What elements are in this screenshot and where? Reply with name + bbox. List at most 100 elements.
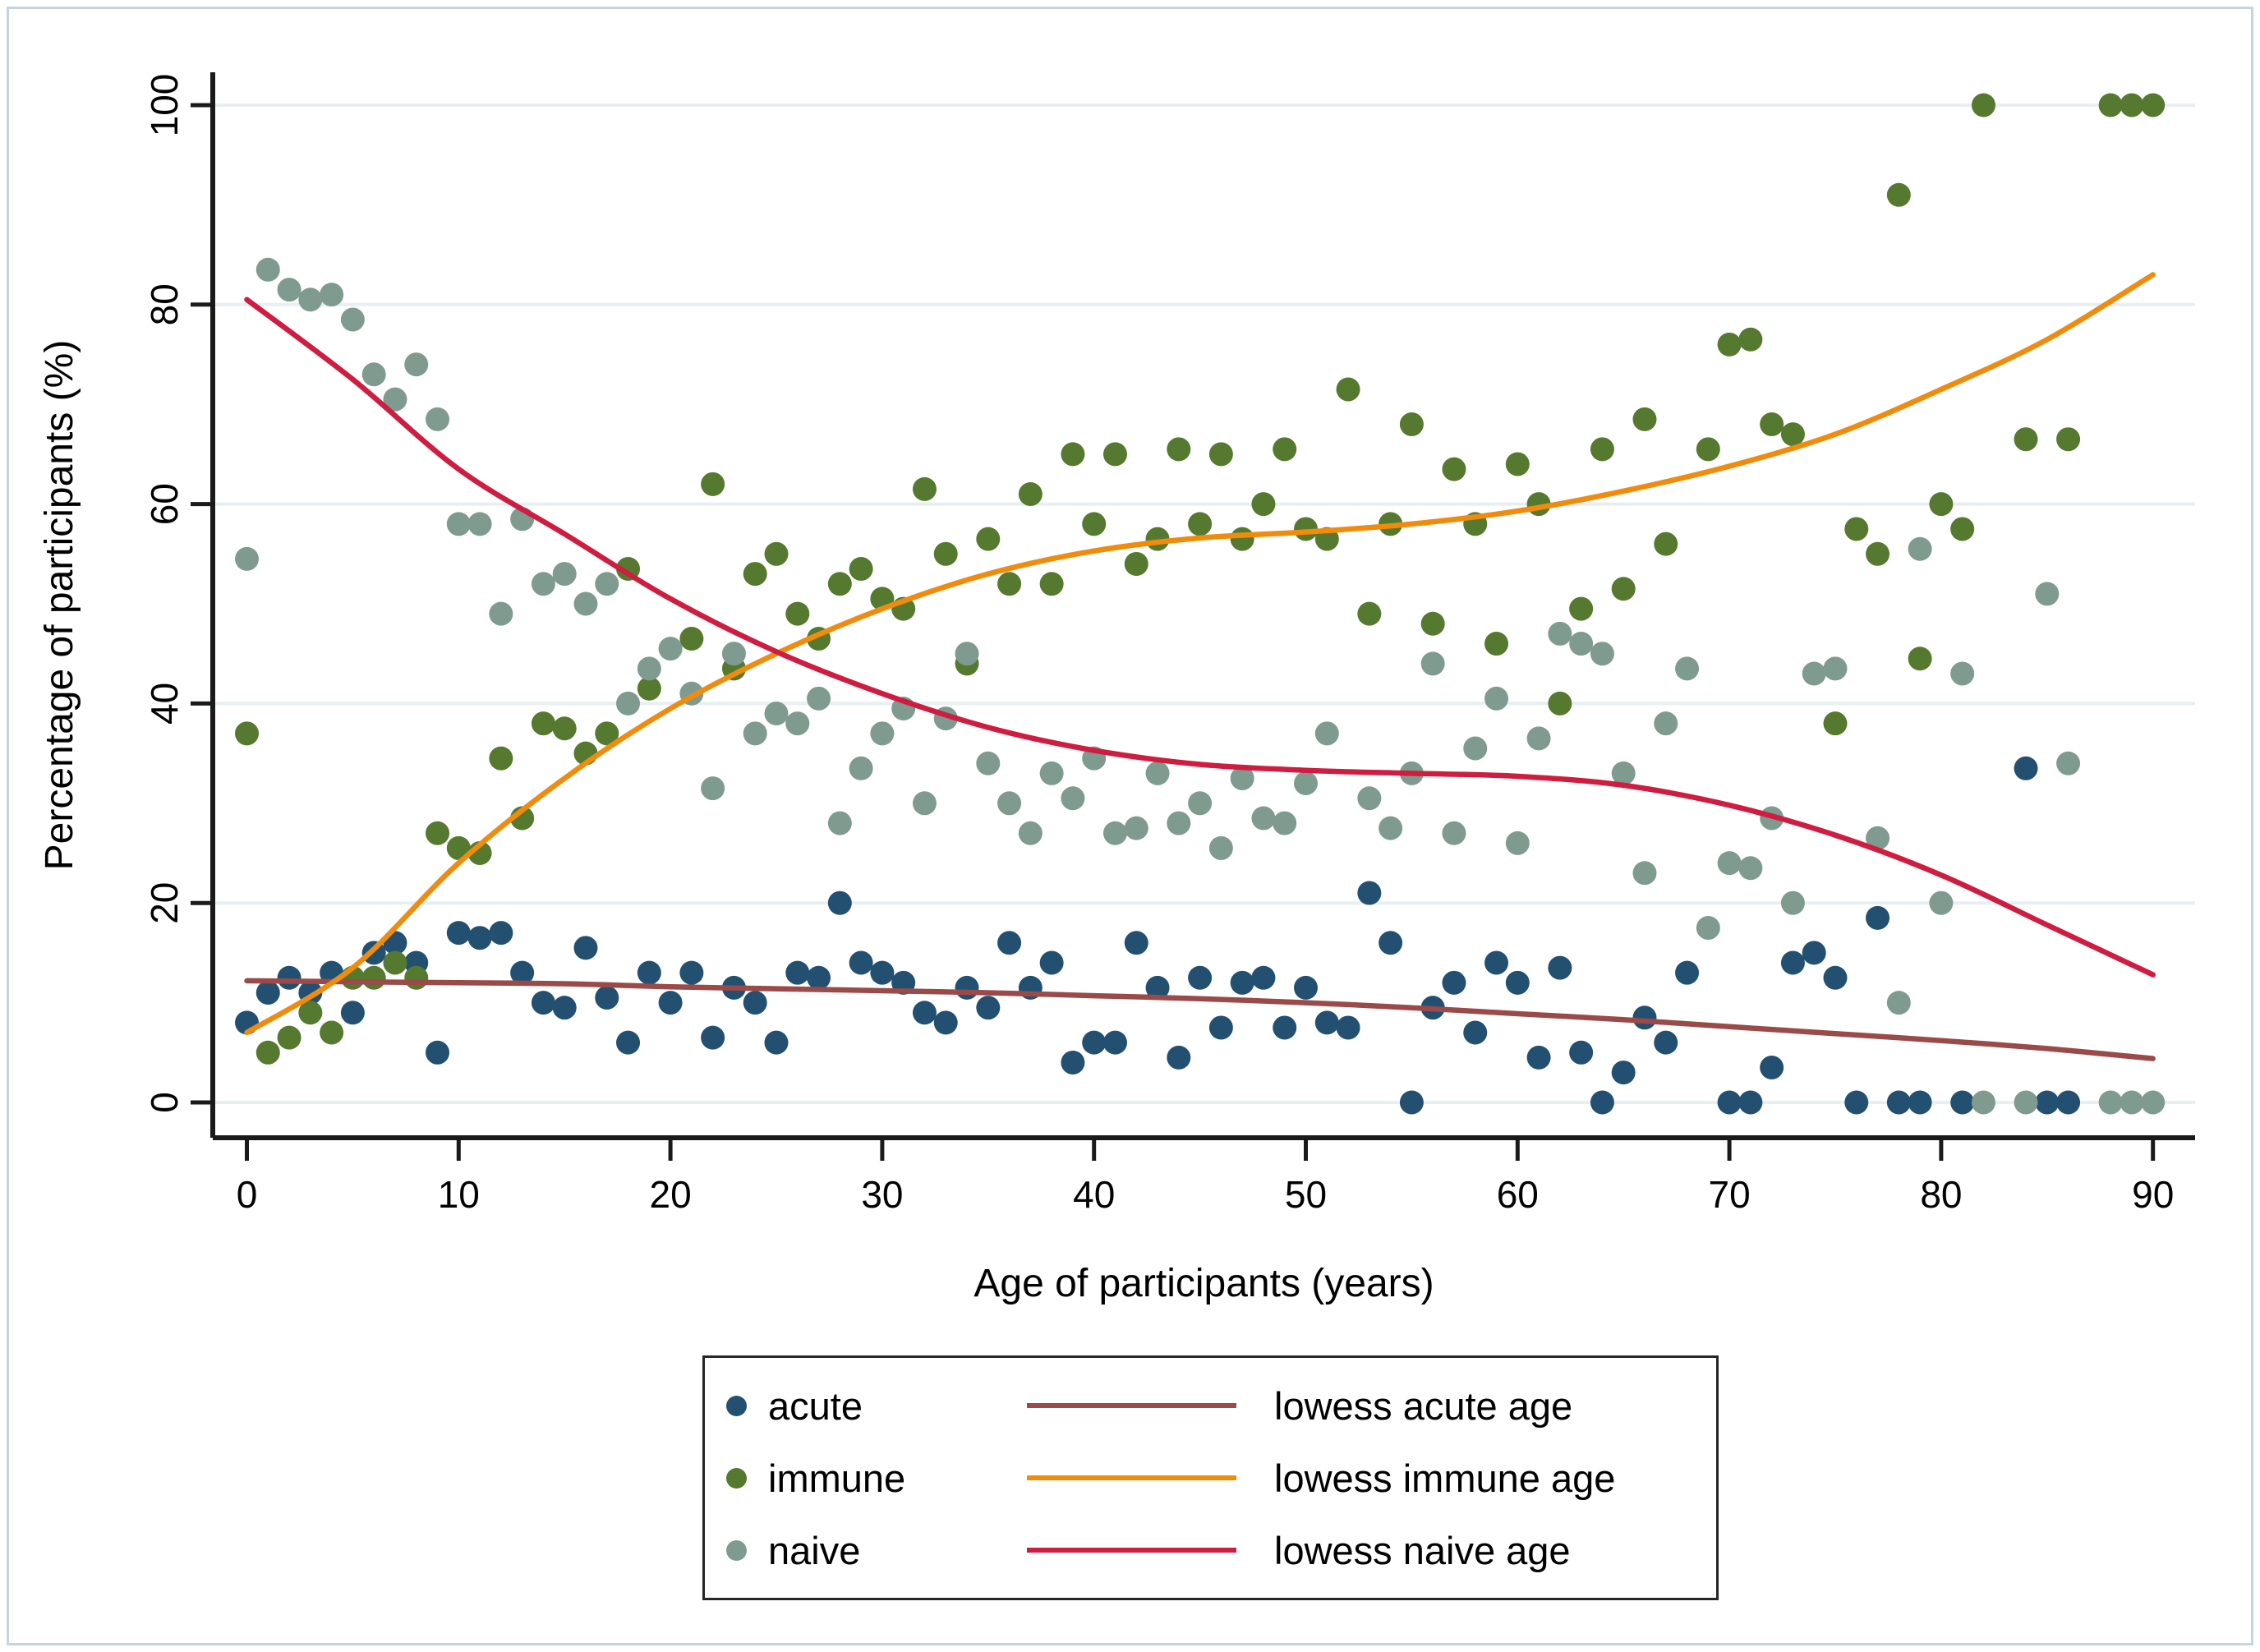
scatter-dot-acute (1611, 1061, 1636, 1085)
lowess-immune-age-line (244, 272, 2156, 1036)
scatter-dot-naive (785, 711, 810, 736)
x-tick-label: 70 (1709, 1173, 1751, 1216)
scatter-dot-naive (1463, 736, 1488, 761)
scatter-dot-acute (340, 1001, 365, 1025)
lowess-naive-age-line (244, 297, 2156, 978)
y-tick-label: 80 (143, 283, 186, 325)
scatter-dot-acute (595, 986, 619, 1010)
legend-label-lowess-immune: lowess immune age (1274, 1456, 1616, 1500)
scatter-dot-immune (1780, 422, 1805, 447)
scatter-dot-acute (2014, 756, 2038, 780)
scatter-dot-naive (573, 591, 598, 616)
scatter-dot-immune (1886, 182, 1911, 207)
scatter-dot-acute (849, 950, 873, 975)
scatter-dot-acute (1590, 1090, 1614, 1115)
scatter-dot-naive (1802, 661, 1826, 686)
scatter-dot-acute (1760, 1056, 1784, 1080)
y-tick-label: 20 (143, 882, 186, 924)
scatter-dot-acute (2035, 1090, 2060, 1115)
scatter-dot-naive (1696, 916, 1720, 941)
scatter-dot-naive (743, 721, 767, 746)
scatter-dot-immune (426, 821, 450, 845)
scatter-dot-naive (1526, 726, 1551, 751)
scatter-dot-naive (255, 257, 280, 282)
scatter-dot-acute (1717, 1090, 1742, 1115)
scatter-dot-immune (1208, 442, 1233, 467)
scatter-dot-naive (1569, 632, 1594, 656)
scatter-dot-naive (849, 756, 873, 780)
scatter-dot-immune (1336, 377, 1360, 402)
scatter-dot-naive (1950, 661, 1975, 686)
scatter-dot-naive (595, 572, 619, 596)
scatter-dot-acute (1950, 1090, 1975, 1115)
scatter-dot-acute (1294, 975, 1318, 1000)
scatter-dot-immune (997, 572, 1022, 596)
scatter-dot-naive (1611, 761, 1636, 785)
scatter-dot-naive (1039, 761, 1064, 785)
scatter-dot-immune (1442, 457, 1466, 481)
scatter-dot-naive (1145, 761, 1170, 785)
scatter-dot-acute (1780, 950, 1805, 975)
x-tick-label: 20 (650, 1173, 692, 1216)
scatter-dot-acute (1167, 1045, 1191, 1070)
scatter-dot-naive (1208, 835, 1233, 860)
scatter-dot-immune (2098, 93, 2123, 117)
scatter-dot-acute (573, 936, 598, 960)
scatter-dot-naive (531, 572, 555, 596)
scatter-dot-naive (489, 601, 513, 626)
scatter-dot-immune (679, 626, 704, 651)
scatter-dot-naive (1908, 536, 1932, 561)
x-axis-title: Age of participants (years) (974, 1262, 1434, 1305)
scatter-dot-immune (531, 711, 555, 736)
scatter-dot-naive (1124, 816, 1148, 840)
scatter-dot-naive (2056, 751, 2081, 775)
scatter-dot-immune (1696, 437, 1720, 462)
scatter-dot-naive (1971, 1090, 1995, 1115)
scatter-dot-acute (1866, 905, 1890, 930)
scatter-dot-naive (277, 278, 301, 302)
scatter-dot-acute (531, 991, 555, 1015)
scatter-dot-immune (1188, 512, 1213, 536)
scatter-dot-naive (701, 776, 725, 801)
legend-row-naive: naive lowess naive age (705, 1525, 1716, 1575)
legend-label-lowess-naive: lowess naive age (1274, 1528, 1571, 1572)
y-tick-label: 0 (143, 1092, 186, 1113)
scatter-dot-acute (489, 921, 513, 946)
scatter-dot-acute (827, 890, 852, 915)
scatter-dot-immune (827, 572, 852, 596)
scatter-dot-immune (1102, 442, 1127, 467)
scatter-dot-naive (870, 721, 895, 746)
scatter-dot-acute (255, 980, 280, 1005)
x-tick-label: 90 (2132, 1173, 2174, 1216)
scatter-dot-immune (1569, 596, 1594, 621)
scatter-dot-acute (1675, 960, 1700, 985)
scatter-dot-acute (1484, 950, 1509, 975)
scatter-dot-acute (637, 960, 661, 985)
scatter-dot-acute (1061, 1050, 1085, 1074)
scatter-dot-naive (320, 283, 344, 307)
scatter-dot-acute (1526, 1045, 1551, 1070)
scatter-dot-naive (235, 546, 259, 571)
scatter-dot-acute (1908, 1090, 1932, 1115)
scatter-dot-acute (997, 931, 1022, 955)
scatter-dot-immune (1844, 517, 1869, 541)
scatter-dot-naive (2035, 582, 2060, 606)
scatter-dot-acute (1273, 1015, 1297, 1040)
scatter-dot-acute (616, 1030, 641, 1055)
scatter-dot-naive (340, 307, 365, 332)
scatter-dot-naive (446, 512, 471, 536)
scatter-dot-naive (1886, 991, 1911, 1015)
naive-marker-icon (726, 1539, 747, 1561)
x-tick-label: 80 (1920, 1173, 1962, 1216)
scatter-dot-acute (1336, 1015, 1360, 1040)
scatter-dot-naive (467, 512, 492, 536)
scatter-dot-naive (1675, 656, 1700, 681)
y-tick-label: 60 (143, 483, 186, 525)
scatter-dot-naive (912, 791, 937, 816)
scatter-dot-acute (446, 921, 471, 946)
scatter-dot-naive (383, 387, 407, 412)
scatter-dot-immune (2056, 427, 2081, 452)
scatter-dot-naive (1866, 826, 1890, 850)
scatter-dot-acute (1548, 955, 1572, 980)
